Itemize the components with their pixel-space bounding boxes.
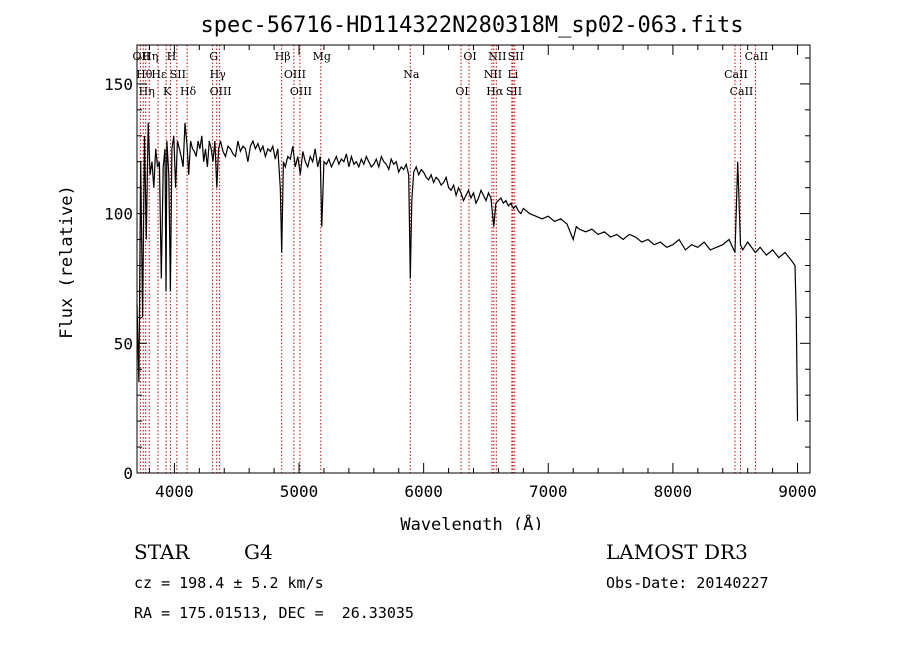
line-label-27: CaII — [745, 50, 769, 63]
line-label-21: NII — [488, 50, 506, 63]
line-label-24: SII — [508, 50, 524, 63]
y-tick-label-0: 0 — [123, 464, 133, 483]
x-tick-label-8000: 8000 — [654, 482, 693, 501]
y-tick-label-150: 150 — [104, 75, 133, 94]
y-axis-label: Flux (relative) — [57, 185, 77, 339]
object-type: STAR — [134, 540, 190, 564]
line-label-26: CaII — [730, 85, 754, 98]
plot-area: OIIHθHηHηHεKHSIIHδGHγOIIIHβOIIIOIIIMgNaO… — [104, 44, 817, 501]
line-label-15: Mg — [313, 50, 331, 63]
line-label-4: Hε — [151, 68, 167, 81]
spectrum-chart: spec-56716-HD114322N280318M_sp02-063.fit… — [57, 13, 817, 530]
chart-title: spec-56716-HD114322N280318M_sp02-063.fit… — [200, 13, 743, 38]
survey-name: LAMOST DR3 — [606, 540, 748, 564]
obs-date: Obs-Date: 20140227 — [606, 574, 769, 592]
coordinates-text: RA = 175.01513, DEC = 26.33035 — [134, 604, 414, 622]
x-tick-label-5000: 5000 — [280, 482, 319, 501]
line-label-25: CaII — [724, 68, 748, 81]
subclass: G4 — [244, 540, 273, 564]
x-axis-label: Wavelength (Å) — [400, 513, 543, 530]
line-label-1: Hθ — [136, 68, 153, 81]
redshift-text: cz = 198.4 ± 5.2 km/s — [134, 574, 324, 592]
plot-frame — [136, 44, 811, 474]
y-tick-label-50: 50 — [114, 334, 133, 353]
line-label-19: NII — [484, 68, 502, 81]
line-label-16: Na — [403, 68, 420, 81]
line-label-7: SII — [170, 68, 186, 81]
x-tick-label-4000: 4000 — [155, 482, 194, 501]
line-label-11: OIII — [210, 85, 232, 98]
line-label-10: Hγ — [210, 68, 227, 81]
line-label-18: OI — [463, 50, 476, 63]
line-label-8: Hδ — [180, 85, 197, 98]
line-label-6: H — [167, 50, 177, 63]
spectrum-line — [136, 122, 799, 422]
line-label-13: OIII — [284, 68, 306, 81]
line-label-2: Hη — [139, 85, 155, 98]
line-label-20: Hα — [486, 85, 504, 98]
line-label-23: SII — [506, 85, 522, 98]
x-tick-label-6000: 6000 — [404, 482, 443, 501]
y-tick-label-100: 100 — [104, 205, 133, 224]
x-tick-label-9000: 9000 — [778, 482, 817, 501]
line-label-14: OIII — [290, 85, 312, 98]
line-label-3: Hη — [142, 50, 158, 63]
line-label-12: Hβ — [275, 50, 291, 63]
line-label-5: K — [163, 85, 172, 98]
line-label-22: Li — [507, 68, 518, 81]
x-tick-label-7000: 7000 — [529, 482, 568, 501]
line-label-9: G — [209, 50, 218, 63]
line-label-17: OI — [455, 85, 468, 98]
